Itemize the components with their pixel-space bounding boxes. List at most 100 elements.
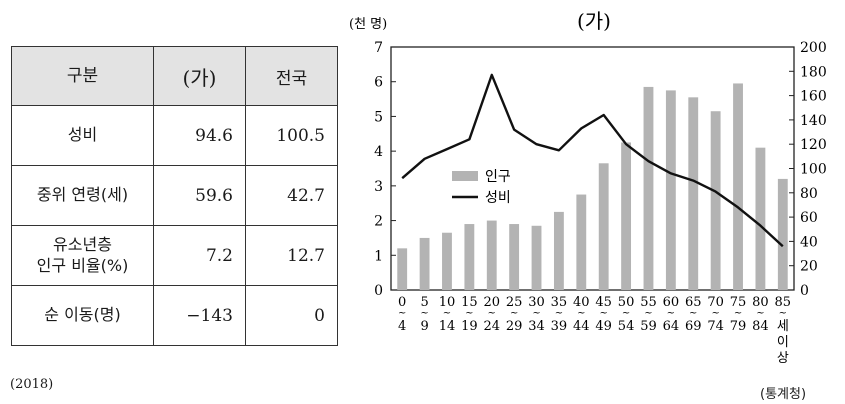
x-tick-tilde: ~ bbox=[398, 308, 406, 319]
bar-population bbox=[688, 97, 699, 290]
table-row: 성비 94.6 100.5 bbox=[11, 105, 338, 166]
x-tick-tilde: ~ bbox=[779, 308, 787, 319]
x-tick-label-top: 15 bbox=[461, 295, 478, 310]
bar-population bbox=[531, 225, 542, 290]
x-tick-tilde: ~ bbox=[532, 308, 540, 319]
table-row: 순 이동(명) −143 0 bbox=[11, 285, 338, 346]
x-tick-label-bottom: 34 bbox=[528, 319, 545, 334]
x-tick-tilde: ~ bbox=[689, 308, 697, 319]
x-tick-tilde: ~ bbox=[734, 308, 742, 319]
bar-population bbox=[598, 163, 609, 290]
x-tick-label-bottom: 84 bbox=[752, 319, 769, 334]
x-tick-tilde: ~ bbox=[667, 308, 675, 319]
chart-title: (가) bbox=[577, 9, 611, 33]
x-tick-tilde: ~ bbox=[510, 308, 518, 319]
y-tick-label-right: 120 bbox=[800, 137, 827, 153]
cell-value-national: 42.7 bbox=[245, 165, 338, 226]
bar-population bbox=[442, 232, 452, 290]
x-tick-tilde: ~ bbox=[555, 308, 563, 319]
x-tick-label-top: 75 bbox=[730, 295, 747, 310]
y-tick-label-right: 180 bbox=[800, 64, 827, 80]
x-tick-tilde: ~ bbox=[622, 308, 630, 319]
cell-value-a: 94.6 bbox=[153, 105, 246, 166]
table-row: 중위 연령(세) 59.6 42.7 bbox=[11, 165, 338, 226]
row-label-line2: 인구 비율(%) bbox=[36, 255, 129, 275]
statistics-table: 구분 (가) 전국 성비 94.6 100.5 중위 연령(세) 59.6 42… bbox=[11, 46, 338, 346]
legend-label-sex-ratio: 성비 bbox=[485, 190, 511, 206]
bar-population bbox=[643, 86, 654, 291]
y-tick-label-right: 140 bbox=[800, 113, 827, 129]
y-tick-label-right: 0 bbox=[800, 283, 809, 299]
y-tick-label-left: 1 bbox=[374, 248, 383, 264]
source-note: (통계청) bbox=[760, 387, 807, 402]
x-tick-label-top: 40 bbox=[573, 295, 590, 310]
x-tick-tilde: ~ bbox=[465, 308, 473, 319]
line-sex-ratio bbox=[401, 73, 784, 248]
x-tick-label-top: 55 bbox=[640, 295, 657, 310]
bar-population bbox=[576, 194, 587, 290]
cell-value-national: 100.5 bbox=[245, 105, 338, 166]
x-tick-label-bottom: 64 bbox=[663, 319, 680, 334]
y-tick-label-right: 100 bbox=[800, 162, 827, 178]
x-tick-label-bottom: 54 bbox=[618, 319, 635, 334]
x-tick-label-top: 60 bbox=[663, 295, 680, 310]
x-tick-tilde: ~ bbox=[443, 308, 451, 319]
cell-value-national: 0 bbox=[245, 285, 338, 346]
bar-population bbox=[665, 90, 676, 291]
y-tick-label-left: 7 bbox=[374, 40, 383, 56]
x-tick-label-top: 30 bbox=[528, 295, 545, 310]
x-tick-label-bottom: 19 bbox=[461, 319, 478, 334]
x-tick-label-bottom: 39 bbox=[551, 319, 568, 334]
y-tick-label-right: 160 bbox=[800, 89, 827, 105]
x-tick-tilde: ~ bbox=[644, 308, 652, 319]
x-tick-label-bottom: 79 bbox=[730, 319, 747, 334]
legend-swatch-population bbox=[452, 171, 478, 181]
y-tick-label-right: 80 bbox=[800, 186, 818, 202]
x-tick-label-bottom: 44 bbox=[573, 319, 590, 334]
bar-population bbox=[419, 237, 430, 290]
x-tick-label-bottom: 74 bbox=[707, 319, 724, 334]
x-tick-label-bottom: 9 bbox=[420, 319, 428, 334]
x-tick-tilde: ~ bbox=[577, 308, 585, 319]
bar-population bbox=[486, 220, 497, 290]
x-tick-label-bottom: 29 bbox=[506, 319, 523, 334]
bar-population bbox=[755, 147, 766, 290]
x-tick-label-bottom: 59 bbox=[640, 319, 657, 334]
bar-population bbox=[509, 224, 520, 290]
bar-population bbox=[553, 211, 564, 290]
x-tick-label-bottom: 69 bbox=[685, 319, 702, 334]
table-header-row: 구분 (가) 전국 bbox=[11, 46, 338, 106]
x-tick-label-bottom: 4 bbox=[398, 319, 406, 334]
x-tick-label-top: 25 bbox=[506, 295, 523, 310]
x-tick-tilde: ~ bbox=[711, 308, 719, 319]
header-category: 구분 bbox=[11, 46, 154, 106]
x-tick-tilde: ~ bbox=[756, 308, 764, 319]
y-tick-label-right: 200 bbox=[800, 40, 827, 56]
x-tick-label-top: 80 bbox=[752, 295, 769, 310]
row-label: 유소년층 인구 비율(%) bbox=[11, 225, 154, 286]
x-tick-label-top: 0 bbox=[398, 295, 406, 310]
x-tick-label-top: 10 bbox=[439, 295, 456, 310]
x-tick-tilde: ~ bbox=[420, 308, 428, 319]
x-tick-label-bottom: 24 bbox=[483, 319, 500, 334]
row-label-line1: 유소년층 bbox=[53, 234, 112, 254]
cell-value-a: 59.6 bbox=[153, 165, 246, 226]
y-tick-label-left: 0 bbox=[374, 283, 383, 299]
x-tick-tilde: ~ bbox=[599, 308, 607, 319]
x-tick-label-bottom: 14 bbox=[439, 319, 456, 334]
y-tick-label-left: 2 bbox=[374, 214, 383, 230]
bar-population bbox=[710, 111, 721, 290]
y-tick-label-right: 40 bbox=[800, 234, 818, 250]
x-tick-label-top: 70 bbox=[707, 295, 724, 310]
y-tick-label-right: 60 bbox=[800, 210, 818, 226]
bar-population bbox=[777, 178, 788, 290]
bar-population bbox=[733, 83, 743, 290]
y-axis-label-left: (천 명) bbox=[349, 17, 387, 32]
x-tick-label-bottom: 49 bbox=[595, 319, 612, 334]
x-tick-label-top: 5 bbox=[420, 295, 428, 310]
y-tick-label-left: 5 bbox=[374, 109, 383, 125]
bar-population bbox=[621, 142, 632, 290]
x-tick-tilde: ~ bbox=[488, 308, 496, 319]
